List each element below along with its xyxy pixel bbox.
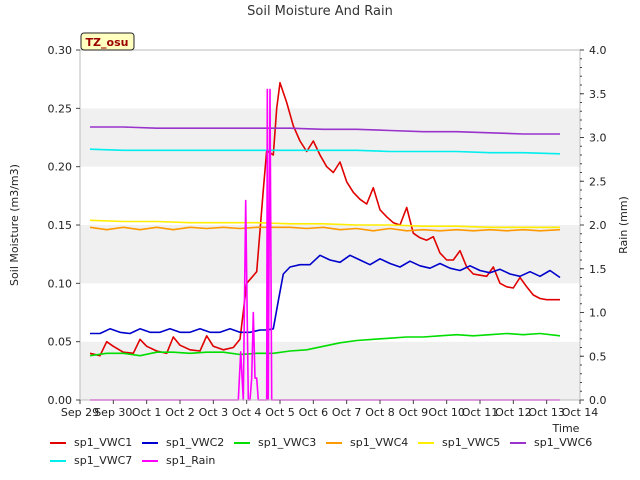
series-line-sp1-vwc7 [89,148,561,155]
legend-swatch [234,442,250,444]
grid-bands [80,50,580,400]
series-line-sp1-vwc3 [89,332,561,357]
right-tick-label: 2.5 [589,175,607,188]
right-tick-label: 1.5 [589,263,607,276]
series-line-sp1-vwc6 [90,126,560,135]
legend-label: sp1_VWC6 [534,436,593,449]
right-axis-ticks: 0.0 0.5 1.0 1.5 2.0 2.5 3.0 3.5 4.0 [580,44,607,407]
legend-swatch [142,442,158,444]
series-line-sp1-rain [90,88,560,401]
right-tick-label: 0.0 [589,394,607,407]
legend-item: sp1_VWC4 [326,436,408,449]
right-tick-label: 4.0 [589,44,607,57]
series-line-sp1-vwc5 [89,219,560,229]
grid-band [80,108,580,167]
legend-item: sp1_VWC5 [418,436,500,449]
x-tick-label: Sep 30 [94,406,132,419]
x-tick-label: Oct 12 [495,406,532,419]
series-lines [89,81,561,401]
left-tick-label: 0.10 [48,277,73,290]
x-tick-label: Oct 6 [299,406,329,419]
site-label-box: TZ_osu [80,32,135,51]
x-tick-label: Oct 8 [365,406,395,419]
left-tick-label: 0.20 [48,161,73,174]
x-tick-label: Oct 3 [199,406,229,419]
x-tick-label: Oct 7 [332,406,362,419]
x-tick-label: Oct 13 [528,406,565,419]
right-tick-label: 0.5 [589,350,607,363]
grid-band [80,166,580,225]
x-tick-label: Oct 2 [165,406,195,419]
legend-label: sp1_VWC4 [350,436,409,449]
legend-label: sp1_VWC2 [166,436,225,449]
x-tick-label: Oct 14 [562,406,599,419]
series-line-sp1-vwc4 [89,226,561,232]
x-axis-label: Time [552,422,580,435]
legend-swatch [142,460,158,462]
legend-item: sp1_VWC3 [234,436,316,449]
left-tick-label: 0.00 [48,394,73,407]
legend-label: sp1_VWC1 [74,436,133,449]
right-tick-label: 2.0 [589,219,607,232]
legend-swatch [418,442,434,444]
legend-swatch [510,442,526,444]
x-tick-label: Oct 5 [265,406,295,419]
legend-swatch [50,460,66,462]
legend-label: sp1_VWC3 [258,436,317,449]
grid-band [80,225,580,284]
legend-label: sp1_VWC5 [442,436,501,449]
legend-item: sp1_VWC6 [510,436,592,449]
right-tick-label: 1.0 [589,307,607,320]
legend-item: sp1_Rain [142,454,215,467]
grid-band [80,50,580,109]
legend: sp1_VWC1 sp1_VWC2 sp1_VWC3 sp1_VWC4 sp1_VWC5… [0,436,640,480]
left-tick-label: 0.05 [48,336,73,349]
grid-band [80,341,580,400]
right-tick-label: 3.0 [589,132,607,145]
legend-item: sp1_VWC7 [50,454,132,467]
legend-swatch [326,442,342,444]
right-axis-label: Rain (mm) [617,196,630,254]
x-tick-label: Oct 9 [399,406,429,419]
series-line-sp1-vwc2 [90,254,561,335]
x-tick-label: Sep 29 [61,406,99,419]
site-label-bg [80,32,135,51]
right-tick-label: 3.5 [589,88,607,101]
legend-label: sp1_VWC7 [74,454,133,467]
legend-item: sp1_VWC2 [142,436,224,449]
x-tick-label: Oct 11 [462,406,499,419]
left-axis-label: Soil Moisture (m3/m3) [8,164,21,286]
legend-label: sp1_Rain [166,454,216,467]
x-tick-label: Oct 4 [232,406,262,419]
site-label: TZ_osu [86,36,129,49]
left-tick-label: 0.30 [48,44,73,57]
left-tick-label: 0.15 [48,219,73,232]
x-tick-label: Oct 1 [132,406,162,419]
series-line-sp1-vwc1 [89,81,560,357]
left-tick-label: 0.25 [48,102,73,115]
x-tick-label: Oct 10 [428,406,465,419]
legend-swatch [50,442,66,444]
left-axis-ticks: 0.00 0.05 0.10 0.15 0.20 0.25 0.30 [48,44,80,407]
chart-title: Soil Moisture And Rain [247,4,393,19]
legend-item: sp1_VWC1 [50,436,132,449]
